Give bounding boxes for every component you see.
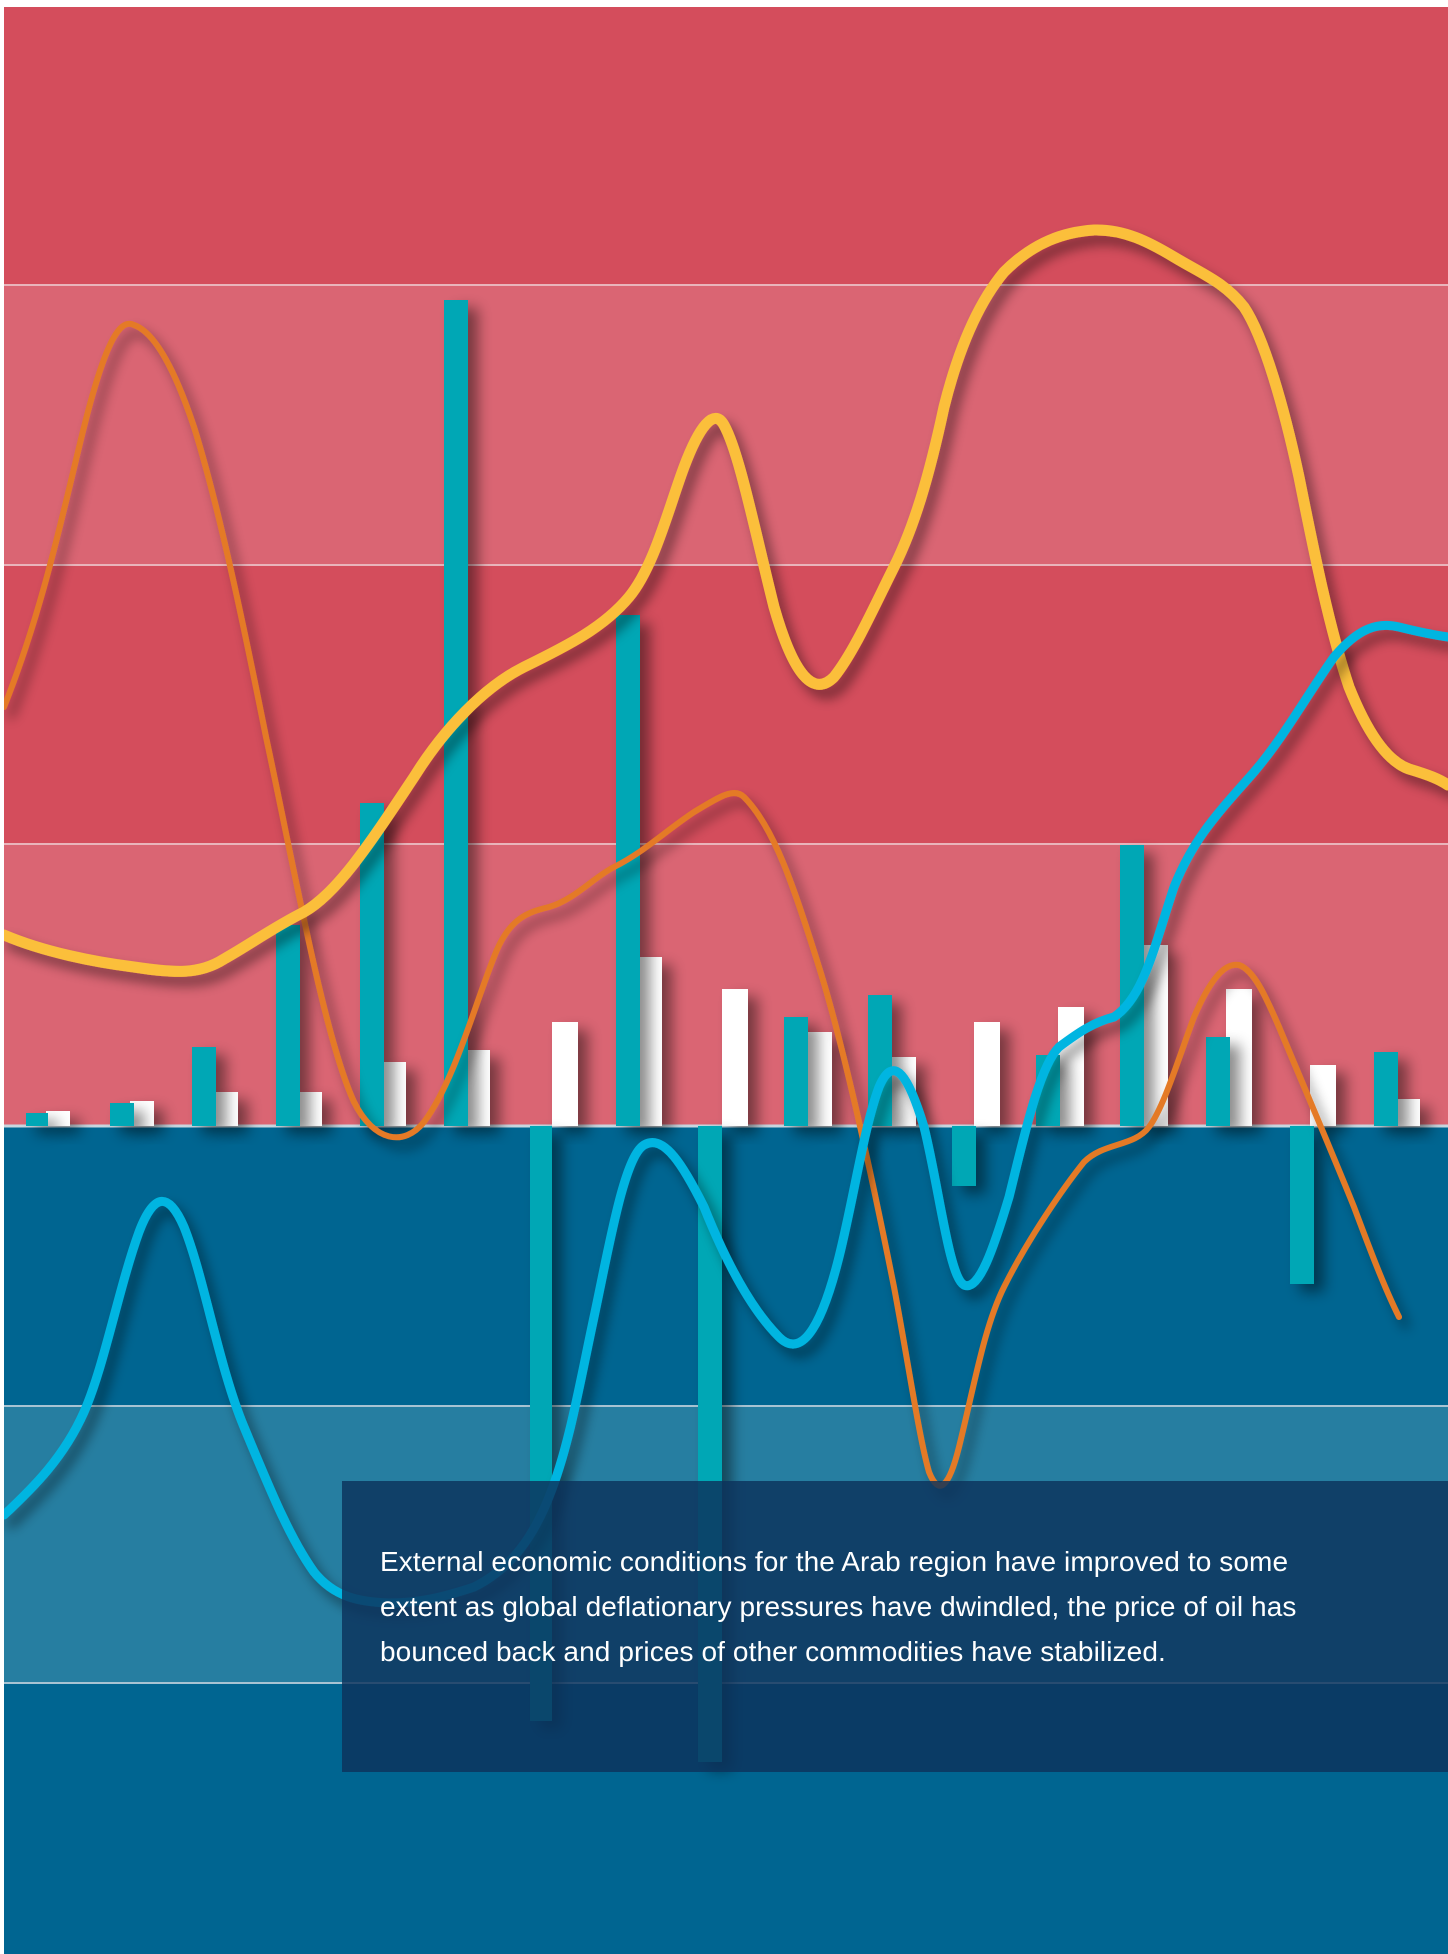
white-bar — [1226, 989, 1252, 1126]
white-bar — [974, 1022, 1000, 1126]
teal-bar — [192, 1047, 216, 1126]
cyan-line — [4, 620, 1448, 1608]
teal-bar — [952, 1126, 976, 1186]
teal-bar — [276, 925, 300, 1126]
cover-page: External economic conditions for the Ara… — [4, 7, 1448, 1954]
white-bar — [806, 1032, 832, 1126]
white-bar — [552, 1022, 578, 1126]
teal-bar — [1206, 1037, 1230, 1126]
caption-panel: External economic conditions for the Ara… — [342, 1481, 1448, 1772]
teal-bar — [784, 1017, 808, 1126]
white-bar — [636, 957, 662, 1126]
orange-line — [4, 320, 1402, 1489]
white-bar — [214, 1092, 238, 1126]
teal-bar — [1290, 1126, 1314, 1284]
white-bar — [1394, 1099, 1420, 1126]
band — [4, 7, 1448, 285]
white-bar — [466, 1050, 490, 1126]
yellow-line — [4, 224, 1448, 977]
white-bars — [46, 945, 1420, 1126]
white-bar — [382, 1062, 406, 1126]
teal-bar — [1374, 1052, 1398, 1126]
white-bar — [722, 989, 748, 1126]
caption-text: External economic conditions for the Ara… — [380, 1546, 1297, 1667]
teal-bar — [26, 1113, 48, 1126]
teal-bar — [616, 615, 640, 1126]
teal-bar — [110, 1103, 134, 1126]
white-bar — [1058, 1007, 1084, 1126]
white-bar — [46, 1111, 70, 1126]
white-bar — [298, 1092, 322, 1126]
